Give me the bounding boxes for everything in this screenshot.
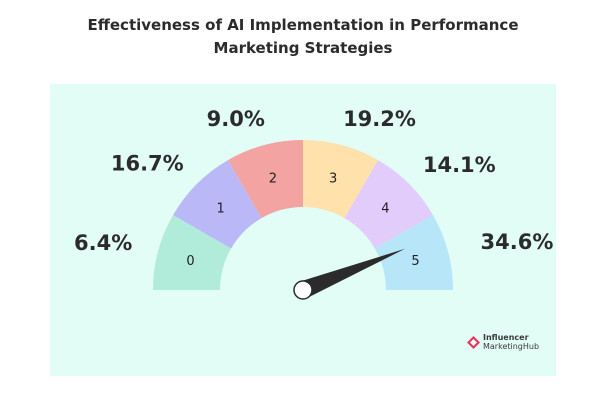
gauge-segment-5 (374, 215, 453, 290)
logo-text-line-2: MarketingHub (483, 342, 540, 351)
gauge-segment-2 (228, 140, 303, 219)
value-label-4: 14.1% (423, 153, 496, 177)
influencer-marketinghub-logo: Influencer MarketingHub (467, 333, 539, 351)
segment-label-2: 2 (269, 171, 277, 186)
chart-title-line-2: Marketing Strategies (213, 39, 393, 57)
segment-label-5: 5 (411, 254, 419, 269)
value-label-5: 34.6% (481, 230, 554, 254)
gauge-segment-1 (173, 160, 262, 249)
chart-panel (50, 84, 556, 376)
gauge-segment-0 (153, 215, 232, 290)
gauge-needle (299, 248, 405, 299)
logo-text-line-1: Influencer (483, 333, 529, 342)
logo-diamond-icon (467, 335, 480, 349)
value-label-2: 9.0% (207, 107, 265, 131)
gauge-segment-3 (303, 140, 378, 219)
gauge-needle-hub (293, 280, 313, 300)
segment-label-4: 4 (381, 202, 389, 217)
segment-label-0: 0 (186, 254, 194, 269)
chart-title-line-1: Effectiveness of AI Implementation in Pe… (87, 16, 519, 34)
value-label-3: 19.2% (343, 107, 416, 131)
value-label-1: 16.7% (111, 152, 184, 176)
segment-label-1: 1 (216, 202, 224, 217)
segment-label-3: 3 (329, 171, 337, 186)
gauge-segment-4 (344, 160, 433, 249)
chart-title: Effectiveness of AI Implementation in Pe… (0, 14, 606, 60)
value-label-0: 6.4% (74, 231, 132, 255)
